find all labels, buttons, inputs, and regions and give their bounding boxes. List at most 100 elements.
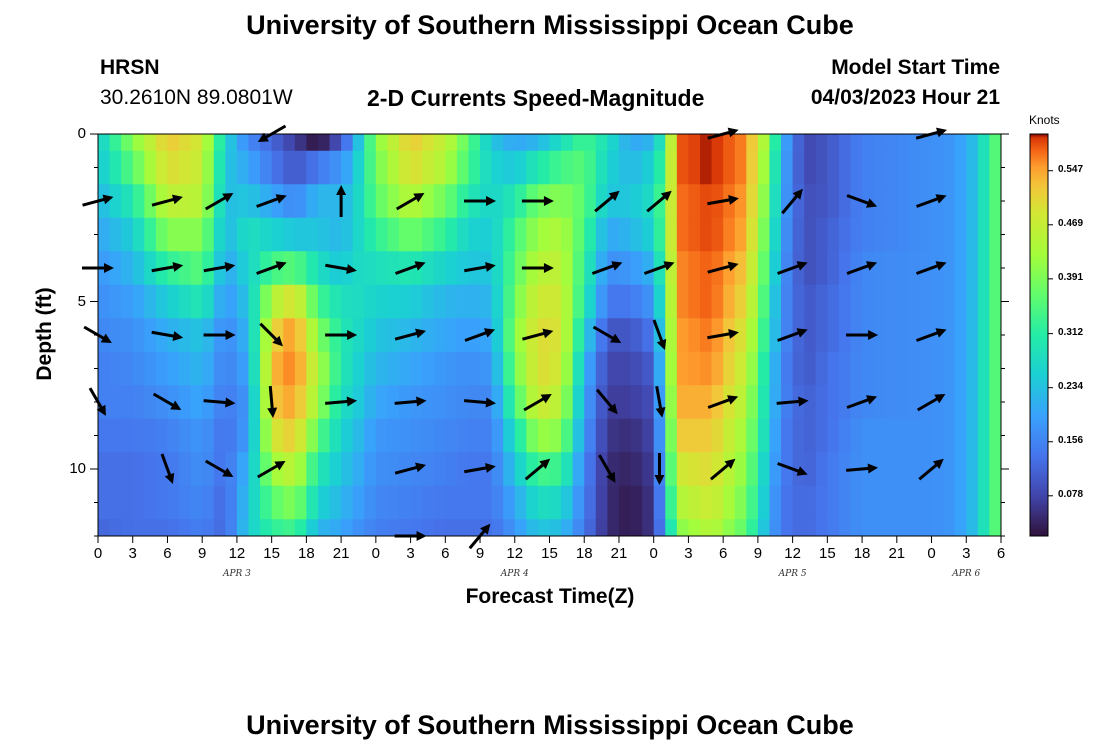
heatmap-cell [919,284,933,319]
heatmap-cell [98,184,111,219]
heatmap-cell [862,184,875,219]
heatmap-cell [885,418,898,453]
heatmap-cell [746,418,759,453]
heatmap-cell [896,284,909,319]
heatmap-cell [202,351,215,386]
heatmap-cell [595,284,608,319]
heatmap-cell [561,385,574,420]
current-arrow [83,325,112,343]
heatmap-cell [943,150,956,185]
heatmap-cell [954,519,967,536]
heatmap-cell [781,418,794,453]
heatmap-cell [734,519,747,536]
heatmap-cell [943,519,956,536]
heatmap-cell [549,418,562,453]
heatmap-cell [503,418,516,453]
heatmap-cell [769,251,782,286]
heatmap-cell [630,251,643,286]
heatmap-cell [734,351,747,386]
current-arrow [395,261,426,275]
x-tick-label: 6 [441,545,450,562]
heatmap-cell [121,184,134,219]
heatmap-cell [503,385,516,420]
heatmap-cell [792,184,805,219]
heatmap-cell [132,519,145,536]
heatmap-cell [248,318,261,353]
heatmap-cell [410,184,423,219]
heatmap-cell [757,519,771,536]
heatmap-cell [456,452,470,487]
heatmap-cell [885,134,898,152]
colorbar-tick-label: 0.078 [1058,488,1084,500]
heatmap-cell [943,217,956,252]
heatmap-cell [781,251,794,286]
heatmap-cell [792,452,805,487]
heatmap-cell [132,385,145,420]
heatmap-cell [132,351,145,386]
heatmap-cell [352,150,365,185]
heatmap-cell [283,284,296,319]
heatmap-cell [98,519,111,536]
heatmap-cell [642,184,655,219]
heatmap-cell [549,351,562,386]
heatmap-cell [815,251,828,286]
heatmap-cell [873,318,886,353]
heatmap-cell [595,519,608,536]
heatmap-cell [700,318,713,353]
heatmap-cell [144,318,157,353]
heatmap-cell [514,251,527,286]
heatmap-cell [190,485,203,520]
heatmap-cell [769,217,782,252]
heatmap-cell [352,485,365,520]
heatmap-cell [595,217,608,252]
heatmap-cell [306,351,319,386]
heatmap-cell [352,351,365,386]
heatmap-cell [966,150,979,185]
heatmap-cell [121,485,134,520]
heatmap-cell [676,318,690,353]
heatmap-cell [445,251,458,286]
heatmap-cell [190,318,203,353]
heatmap-cell [364,251,377,286]
heatmap-cell [862,485,875,520]
heatmap-cell [468,485,481,520]
heatmap-cell [387,351,400,386]
x-tick-label: 6 [718,545,728,562]
heatmap-cell [792,519,805,536]
current-arrow [325,396,358,407]
heatmap-cell [537,485,551,520]
heatmap-cell [584,452,597,487]
heatmap-cell [445,519,458,536]
heatmap-cell [734,385,747,420]
heatmap-cell [919,351,933,386]
heatmap-cell [364,385,377,420]
heatmap-cell [155,385,169,420]
heatmap-cell [804,485,817,520]
heatmap-cell [468,351,481,386]
heatmap-cell [827,485,840,520]
heatmap-cell [642,284,655,319]
x-tick-label: 18 [575,545,593,562]
heatmap-cell [665,284,678,319]
heatmap-cell [618,251,632,286]
heatmap-cell [387,217,400,252]
heatmap-cell [549,485,562,520]
heatmap-cell [260,351,273,386]
heatmap-cell [283,184,296,219]
current-arrow [394,396,427,407]
heatmap-cell [781,318,794,353]
heatmap-cell [989,418,1001,453]
heatmap-cell [514,217,527,252]
heatmap-cell [700,284,713,319]
heatmap-cell [607,351,620,386]
heatmap-cell [549,318,562,353]
heatmap-cell [167,485,180,520]
heatmap-cell [503,150,516,185]
heatmap-cell [225,284,238,319]
heatmap-cell [121,452,134,487]
heatmap-cell [618,385,632,420]
heatmap-cell [584,150,597,185]
heatmap-cell [375,385,389,420]
heatmap-cell [260,519,273,536]
heatmap-cell [202,134,215,152]
